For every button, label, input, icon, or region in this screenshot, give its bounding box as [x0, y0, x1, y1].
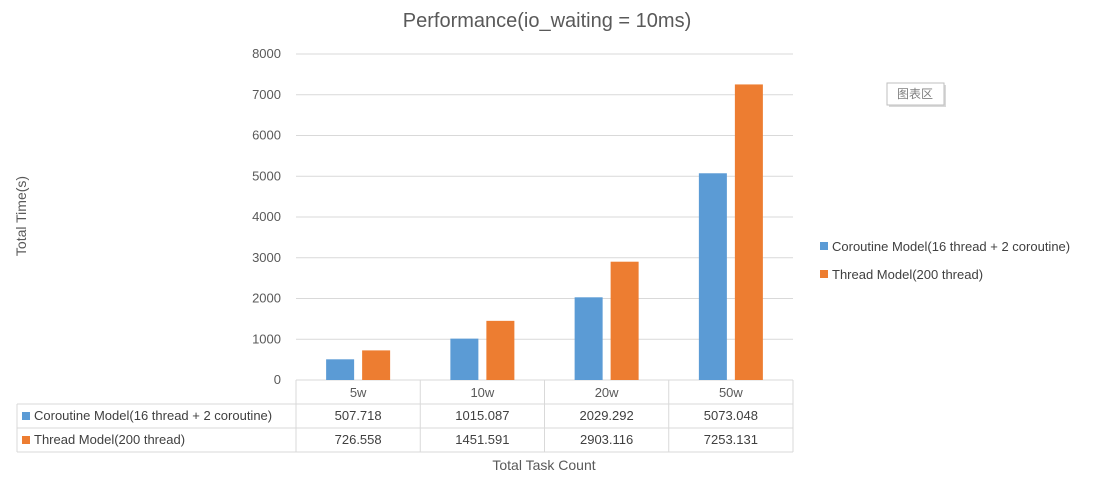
- bar: [574, 297, 603, 380]
- y-tick-label: 7000: [252, 87, 281, 102]
- y-axis: 0 1000 2000 3000 4000 5000 6000 7000 8000: [252, 46, 281, 387]
- y-tick-label: 6000: [252, 128, 281, 143]
- table-cell: 2029.292: [580, 408, 634, 423]
- bar: [734, 84, 763, 381]
- table-cell: 2903.116: [580, 432, 633, 447]
- legend: Coroutine Model(16 thread + 2 coroutine)…: [820, 239, 1070, 282]
- x-tick-label: 20w: [595, 385, 619, 400]
- y-axis-title: Total Time(s): [13, 176, 29, 256]
- gridlines: [296, 53, 793, 381]
- y-tick-label: 5000: [252, 168, 281, 183]
- y-tick-label: 2000: [252, 291, 281, 306]
- y-tick-label: 8000: [252, 46, 281, 61]
- y-tick-label: 0: [274, 372, 281, 387]
- y-tick-label: 4000: [252, 209, 281, 224]
- table-series-name: Coroutine Model(16 thread + 2 coroutine): [34, 408, 272, 423]
- chart-area-badge-label: 图表区: [897, 87, 933, 101]
- x-axis-title: Total Task Count: [492, 457, 595, 473]
- table-cell: 726.558: [335, 432, 382, 447]
- table-cell: 5073.048: [704, 408, 758, 423]
- y-tick-label: 1000: [252, 331, 281, 346]
- x-tick-label: 10w: [470, 385, 494, 400]
- y-tick-label: 3000: [252, 250, 281, 265]
- bars: [326, 84, 763, 381]
- table-legend-key: [22, 412, 30, 420]
- bar: [698, 173, 727, 380]
- bar: [486, 320, 515, 380]
- legend-label: Coroutine Model(16 thread + 2 coroutine): [832, 239, 1070, 254]
- legend-label: Thread Model(200 thread): [832, 267, 983, 282]
- x-tick-label: 50w: [719, 385, 743, 400]
- bar: [610, 261, 639, 380]
- table-cell: 7253.131: [704, 432, 758, 447]
- legend-key: [820, 270, 828, 278]
- bar: [326, 359, 355, 380]
- bar: [362, 350, 391, 380]
- table-legend-key: [22, 436, 30, 444]
- chart-title: Performance(io_waiting = 10ms): [403, 10, 691, 32]
- table-cell: 1015.087: [455, 408, 509, 423]
- chart-area-badge[interactable]: 图表区: [886, 82, 946, 107]
- table-cell: 1451.591: [455, 432, 509, 447]
- table-cell: 507.718: [335, 408, 382, 423]
- bar: [450, 338, 479, 380]
- data-table: 5w 10w 20w 50w Coroutine Model(16 thread + 2…: [16, 380, 794, 453]
- legend-key: [820, 242, 828, 250]
- table-series-name: Thread Model(200 thread): [34, 432, 185, 447]
- x-tick-label: 5w: [350, 385, 367, 400]
